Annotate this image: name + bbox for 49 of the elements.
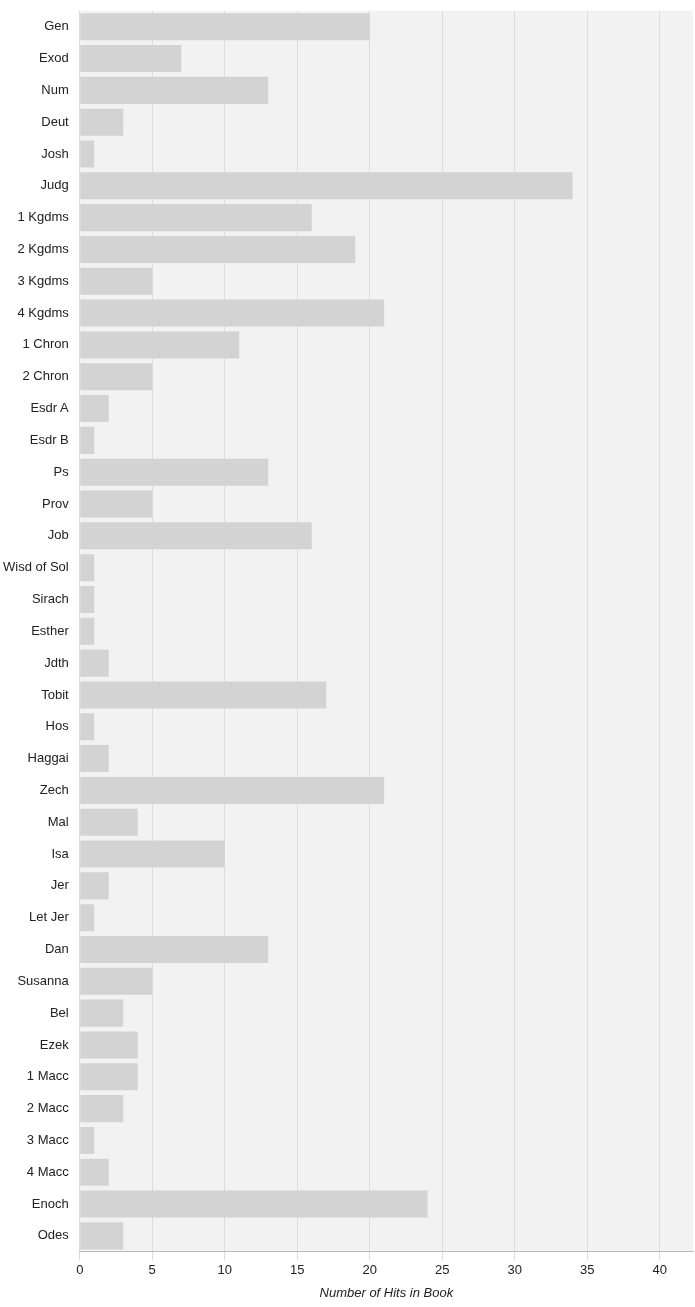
y-tick-label: Mal	[47, 813, 69, 829]
y-tick-label: Ezek	[39, 1036, 70, 1052]
y-tick-label: Esdr B	[29, 431, 69, 447]
y-tick-label: Dan	[44, 941, 69, 957]
x-axis-title: Number of Hits in Book	[319, 1284, 455, 1300]
y-tick-label: Josh	[41, 145, 69, 161]
y-tick-label: 2 Kgdms	[17, 241, 70, 257]
y-tick-label: Gen	[44, 18, 69, 34]
y-tick-label: Deut	[41, 113, 70, 129]
y-tick-label: Judg	[40, 177, 69, 193]
y-tick-label: Bel	[49, 1004, 69, 1020]
x-tick-label: 25	[434, 1262, 450, 1278]
y-tick-label: 1 Kgdms	[17, 209, 70, 225]
y-tick-label: Wisd of Sol	[2, 559, 69, 575]
x-tick-label: 0	[76, 1262, 84, 1278]
y-tick-label: Haggai	[27, 750, 69, 766]
x-tick-label: 30	[507, 1262, 522, 1278]
y-tick-label: Tobit	[41, 686, 70, 702]
y-tick-label: 2 Macc	[26, 1100, 70, 1116]
y-tick-label: Hos	[45, 718, 70, 734]
y-tick-label: Jdth	[44, 654, 69, 670]
y-tick-label: Job	[47, 527, 69, 543]
y-tick-label: Sirach	[31, 591, 69, 607]
x-tick-label: 15	[289, 1262, 305, 1278]
y-tick-label: Esdr A	[30, 400, 70, 416]
y-tick-label: 3 Kgdms	[17, 272, 70, 288]
y-tick-label: Isa	[51, 845, 70, 861]
y-tick-label: Zech	[39, 781, 69, 797]
y-tick-label: 2 Chron	[22, 368, 69, 384]
x-tick-label: 5	[148, 1262, 156, 1278]
x-tick-label: 40	[652, 1262, 667, 1278]
x-tick-label: 10	[217, 1262, 232, 1278]
y-tick-label: Jer	[50, 877, 70, 893]
y-tick-label: Ps	[53, 463, 70, 479]
y-tick-label: Num	[41, 81, 69, 97]
y-tick-label: Prov	[42, 495, 70, 511]
y-tick-label: Exod	[39, 50, 69, 66]
y-tick-label: 3 Macc	[26, 1132, 70, 1148]
y-tick-label: 1 Macc	[26, 1068, 70, 1084]
y-tick-label: 4 Macc	[26, 1163, 70, 1179]
y-tick-label: 4 Kgdms	[17, 304, 70, 320]
x-tick-label: 20	[362, 1262, 377, 1278]
y-tick-label: Susanna	[17, 972, 70, 988]
x-tick-label: 35	[579, 1262, 595, 1278]
y-tick-label: Let Jer	[28, 909, 70, 925]
y-tick-label: Odes	[37, 1227, 70, 1243]
y-tick-label: Enoch	[31, 1195, 69, 1211]
y-tick-label: Esther	[31, 622, 70, 638]
y-tick-label: 1 Chron	[22, 336, 69, 352]
